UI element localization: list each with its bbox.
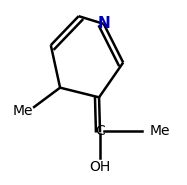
Text: Me: Me	[149, 124, 170, 138]
Text: N: N	[97, 16, 110, 31]
Text: C: C	[95, 124, 105, 138]
Text: OH: OH	[89, 160, 111, 174]
Text: Me: Me	[13, 104, 33, 118]
